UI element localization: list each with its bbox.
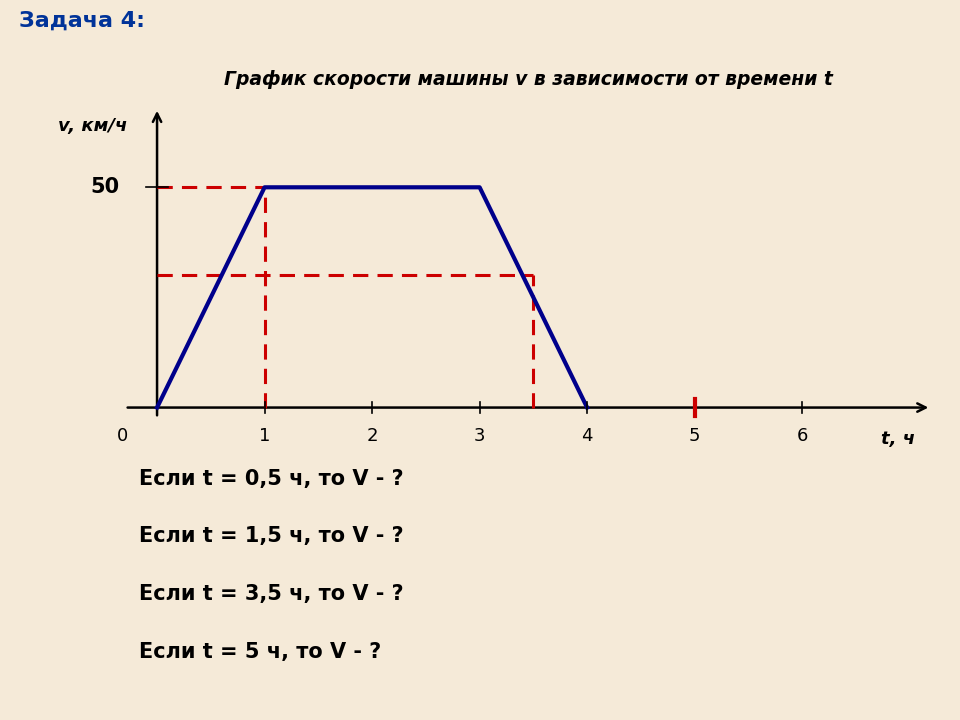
Text: 2: 2 xyxy=(367,428,378,446)
Text: Если t = 0,5 ч, то V - ?: Если t = 0,5 ч, то V - ? xyxy=(139,469,404,489)
Text: 5: 5 xyxy=(689,428,701,446)
Text: 3: 3 xyxy=(474,428,486,446)
Text: v, км/ч: v, км/ч xyxy=(58,117,127,135)
Text: 6: 6 xyxy=(797,428,808,446)
Text: Задача 4:: Задача 4: xyxy=(19,11,145,31)
Text: Если t = 5 ч, то V - ?: Если t = 5 ч, то V - ? xyxy=(139,642,381,662)
Text: 1: 1 xyxy=(259,428,271,446)
Text: 0: 0 xyxy=(117,428,129,446)
Text: 50: 50 xyxy=(90,177,119,197)
Text: t, ч: t, ч xyxy=(881,430,915,448)
Text: График скорости машины v в зависимости от времени t: График скорости машины v в зависимости о… xyxy=(224,71,832,89)
Text: Если t = 3,5 ч, то V - ?: Если t = 3,5 ч, то V - ? xyxy=(139,584,404,604)
Text: Если t = 1,5 ч, то V - ?: Если t = 1,5 ч, то V - ? xyxy=(139,526,404,546)
Text: 4: 4 xyxy=(582,428,593,446)
